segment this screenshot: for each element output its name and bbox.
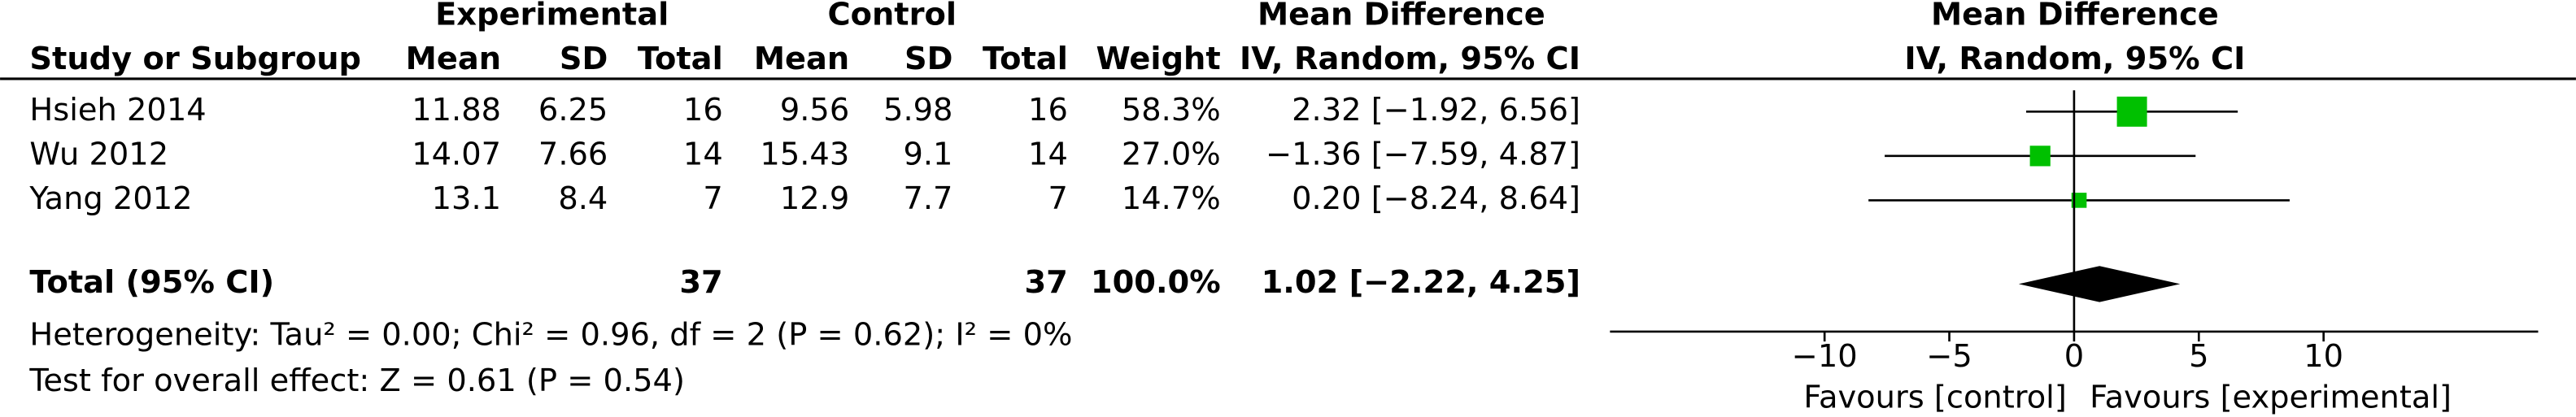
column-header: Total [638, 41, 723, 77]
column-header: IV, Random, 95% CI [1904, 41, 2245, 77]
cell: 7.7 [903, 180, 952, 217]
cell: 5.98 [883, 92, 952, 128]
column-header: SD [560, 41, 608, 77]
heterogeneity: Heterogeneity: Tau² = 0.00; Chi² = 0.96,… [29, 317, 1072, 354]
cell: 13.1 [432, 180, 501, 217]
cell: 15.43 [760, 136, 849, 172]
column-header: Weight [1096, 41, 1220, 77]
cell: 14.07 [412, 136, 501, 172]
group-header: Mean Difference [1931, 0, 2219, 33]
column-header: IV, Random, 95% CI [1240, 41, 1580, 77]
cell: 6.25 [538, 92, 608, 128]
cell: 0.20 [−8.24, 8.64] [1292, 180, 1580, 217]
total-cell: 37 [679, 264, 722, 301]
total-cell: 1.02 [−2.22, 4.25] [1262, 264, 1580, 301]
group-header: Experimental [435, 0, 669, 33]
cell: 11.88 [412, 92, 501, 128]
cell: 16 [683, 92, 723, 128]
cell: Wu 2012 [29, 136, 168, 172]
column-header: Study or Subgroup [29, 41, 361, 77]
cell: Yang 2012 [28, 180, 192, 217]
column-header: Total [983, 41, 1068, 77]
cell: 8.4 [558, 180, 608, 217]
cell: 7.66 [538, 136, 608, 172]
total-cell: Total (95% CI) [29, 264, 274, 301]
x-tick-label: −10 [1792, 338, 1858, 375]
cell: Hsieh 2014 [29, 92, 206, 128]
cell: 14 [683, 136, 723, 172]
x-tick-label: 10 [2304, 338, 2343, 375]
total-cell: 100.0% [1091, 264, 1221, 301]
cell: 14.7% [1122, 180, 1221, 217]
cell: 7 [1048, 180, 1067, 217]
column-header: Mean [406, 41, 501, 77]
x-tick-label: −5 [1926, 338, 1972, 375]
cell: −1.36 [−7.59, 4.87] [1266, 136, 1580, 172]
cell: 7 [703, 180, 722, 217]
group-header: Mean Difference [1257, 0, 1545, 33]
cell: 12.9 [780, 180, 849, 217]
column-header: Mean [754, 41, 849, 77]
cell: 2.32 [−1.92, 6.56] [1292, 92, 1580, 128]
summary-diamond [2018, 266, 2181, 302]
cell: 9.1 [903, 136, 952, 172]
x-tick-label: 5 [2189, 338, 2208, 375]
effect-box [2071, 193, 2087, 208]
group-header: Control [827, 0, 957, 33]
total-cell: 37 [1024, 264, 1067, 301]
x-tick-label: 0 [2064, 338, 2084, 375]
x-label-left: Favours [control] [1803, 379, 2066, 415]
cell: 16 [1028, 92, 1068, 128]
cell: 58.3% [1122, 92, 1221, 128]
effect-box [2029, 146, 2051, 167]
column-header: SD [904, 41, 952, 77]
overall-effect: Test for overall effect: Z = 0.61 (P = 0… [28, 363, 685, 399]
cell: 9.56 [780, 92, 849, 128]
cell: 14 [1028, 136, 1068, 172]
cell: 27.0% [1122, 136, 1221, 172]
effect-box [2116, 96, 2147, 127]
x-label-right: Favours [experimental] [2090, 379, 2452, 415]
